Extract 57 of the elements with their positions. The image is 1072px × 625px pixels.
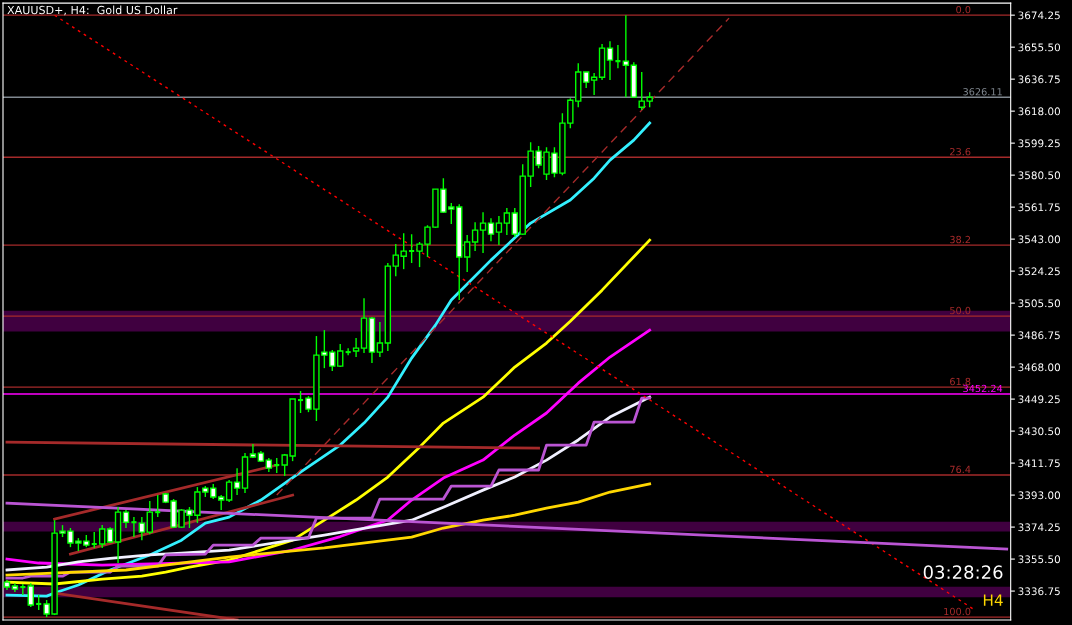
y-tick-label: 3636.75 <box>1018 75 1060 84</box>
y-tick-label: 3618.00 <box>1018 107 1061 116</box>
y-tick-label: 3355.50 <box>1018 555 1061 564</box>
candlestick <box>296 390 305 414</box>
annotation: 0.0 <box>956 5 971 14</box>
annotation: 76.4 <box>950 465 971 474</box>
y-tick-label: 3336.75 <box>1018 587 1060 596</box>
candlestick <box>487 217 495 242</box>
ref-line-label: 3626.11 <box>963 88 1002 96</box>
annotation: 38.2 <box>950 235 971 244</box>
y-tick-label: 3599.25 <box>1018 139 1060 148</box>
annotation: 50.0 <box>950 306 971 315</box>
candlestick <box>249 443 257 459</box>
annotation: 61.8 <box>950 377 971 386</box>
candlestick <box>606 40 614 81</box>
annotation: 23.6 <box>950 147 971 156</box>
candlestick <box>27 582 35 608</box>
y-tick-label: 3393.00 <box>1018 491 1061 500</box>
annotation: 100.0 <box>944 607 971 616</box>
y-tick-label: 3674.25 <box>1018 11 1060 20</box>
candlestick <box>614 44 622 69</box>
candlestick <box>503 207 511 236</box>
candlestick <box>225 479 233 503</box>
candlestick <box>154 494 162 518</box>
annotation: 03:28:26 <box>923 565 1003 579</box>
candlestick <box>408 233 416 264</box>
candlestick <box>146 500 154 535</box>
candlestick <box>19 583 27 596</box>
candlestick <box>471 221 479 252</box>
chart-title: XAUUSD+, H4: Gold US Dollar <box>7 5 178 16</box>
y-tick-label: 3486.75 <box>1018 331 1060 340</box>
candlestick <box>344 347 352 356</box>
y-tick-label: 3580.50 <box>1018 171 1061 180</box>
y-tick-label: 3543.00 <box>1018 235 1061 244</box>
candlestick <box>138 516 146 541</box>
candlestick <box>130 516 138 538</box>
candlestick <box>233 467 241 496</box>
candlestick <box>479 211 487 254</box>
candlestick <box>463 234 471 273</box>
ref-line-label: 3452.24 <box>963 384 1003 393</box>
candlestick <box>352 337 360 358</box>
y-tick-label: 3524.25 <box>1018 267 1060 276</box>
y-tick-label: 3374.25 <box>1018 523 1060 532</box>
candlestick <box>622 14 630 98</box>
candlestick <box>98 524 106 549</box>
candlestick <box>376 321 384 358</box>
y-tick-label: 3468.00 <box>1018 363 1061 372</box>
annotation: H4 <box>983 594 1003 606</box>
candlestick <box>590 72 598 96</box>
y-tick-label: 3505.50 <box>1018 299 1061 308</box>
y-tick-label: 3430.50 <box>1018 427 1061 436</box>
line-series <box>5 482 652 577</box>
y-tick-label: 3561.75 <box>1018 203 1060 212</box>
y-tick-label: 3411.75 <box>1018 459 1060 468</box>
y-tick-label: 3449.25 <box>1018 395 1060 404</box>
candlestick <box>495 215 503 246</box>
y-tick-label: 3655.50 <box>1018 43 1061 52</box>
